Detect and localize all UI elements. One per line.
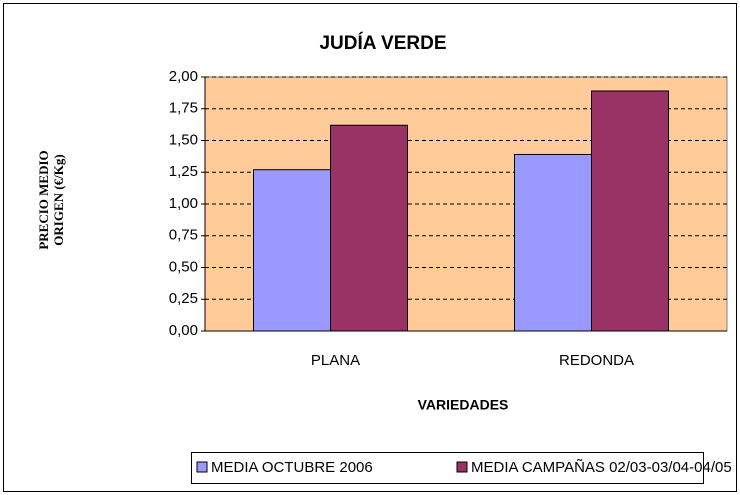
y-tick-label: 0,50	[169, 258, 198, 275]
bar	[253, 169, 331, 332]
x-axis-label: VARIEDADES	[418, 397, 509, 413]
y-axis-label: ORIGEN (€/Kg)	[51, 154, 66, 245]
x-tick-label: PLANA	[311, 352, 360, 369]
bar	[330, 124, 408, 332]
y-tick-label: 1,00	[169, 195, 198, 212]
legend-box	[191, 452, 704, 484]
y-axis-label: PRECIO MEDIO	[36, 150, 51, 249]
chart-title: JUDÍA VERDE	[319, 32, 446, 54]
y-tick-label: 1,25	[169, 163, 198, 180]
y-tick-label: 1,50	[169, 131, 198, 148]
y-tick-label: 2,00	[169, 68, 198, 85]
legend-swatch	[456, 461, 468, 473]
legend-label: MEDIA CAMPAÑAS 02/03-03/04-04/05	[471, 459, 732, 476]
bar	[591, 90, 669, 332]
legend-swatch	[196, 461, 208, 473]
y-tick-label: 0,00	[169, 322, 198, 339]
y-tick-label: 0,75	[169, 227, 198, 244]
x-tick-label: REDONDA	[559, 352, 634, 369]
y-tick-label: 1,75	[169, 100, 198, 117]
bar	[514, 153, 592, 332]
y-tick-label: 0,25	[169, 290, 198, 307]
legend-label: MEDIA OCTUBRE 2006	[211, 459, 373, 476]
